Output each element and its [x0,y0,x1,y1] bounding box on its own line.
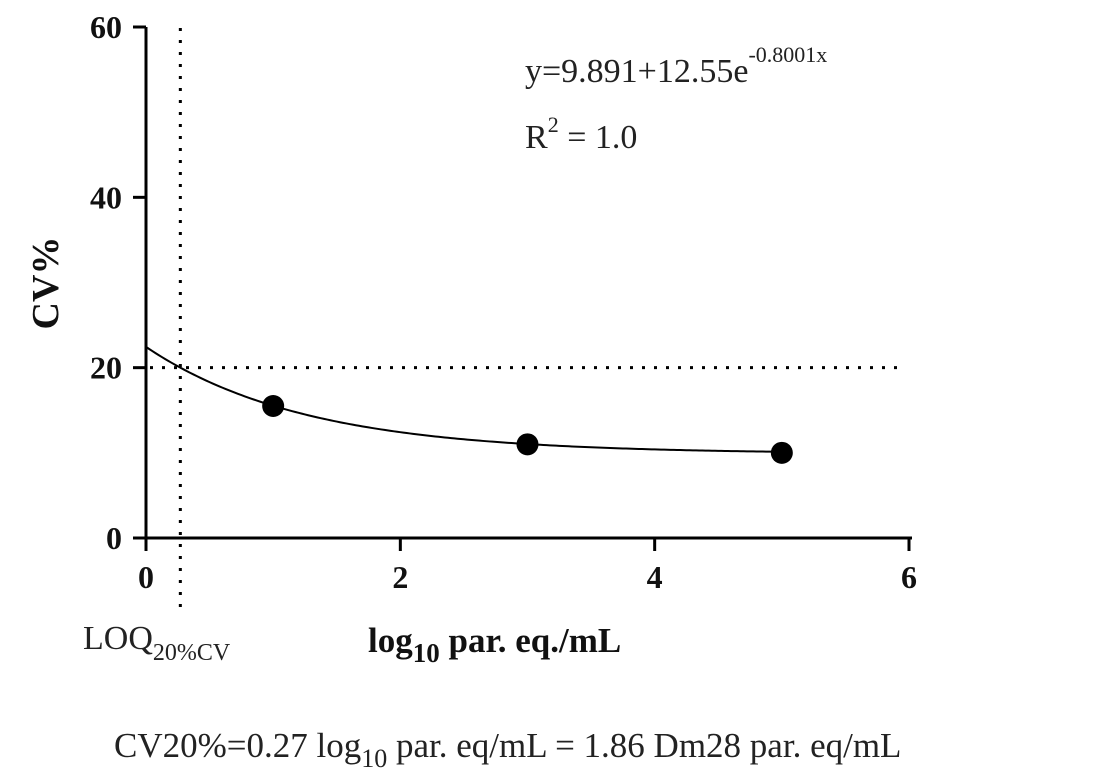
loq-label: LOQ20%CV [83,620,231,666]
data-point [262,394,285,417]
y-tick-label: 60 [90,9,122,45]
x-axis-title-rest: par. eq./mL [440,621,622,660]
fit-curve [145,346,782,453]
y-tick-label: 20 [90,350,122,386]
r-squared-annotation: R2 = 1.0 [525,112,637,156]
loq-label-main: LOQ [83,620,153,657]
footnote-part2: par. eq/mL = 1.86 Dm28 par. eq/mL [387,726,901,765]
equation-base: y=9.891+12.55e [525,53,748,90]
data-point [516,433,539,456]
y-axis-title: CV% [25,237,67,330]
x-tick-label: 4 [647,559,663,595]
data-point [770,441,793,464]
footnote: CV20%=0.27 log10 par. eq/mL = 1.86 Dm28 … [114,726,901,772]
r-squared-sup: 2 [548,112,559,137]
footnote-part1: CV20%=0.27 log [114,726,361,765]
data-points [262,394,793,464]
r-squared-rest: = 1.0 [559,119,638,156]
equation-annotation: y=9.891+12.55e-0.8001x [525,42,827,90]
y-ticks: 0 20 40 60 [90,9,146,556]
x-ticks: 0 2 4 6 [138,538,917,595]
footnote-sub: 10 [361,744,387,772]
x-tick-label: 2 [392,559,408,595]
loq-label-sub: 20%CV [153,640,231,666]
y-tick-label: 0 [106,520,122,556]
r-squared-base: R [525,119,548,156]
x-tick-label: 0 [138,559,154,595]
x-axis-title-sub: 10 [413,638,440,668]
y-tick-label: 40 [90,179,122,215]
equation-exponent: -0.8001x [748,42,827,67]
x-axis-title-main: log [368,621,413,660]
x-axis-title: log10 par. eq./mL [368,621,621,668]
x-tick-label: 6 [901,559,917,595]
